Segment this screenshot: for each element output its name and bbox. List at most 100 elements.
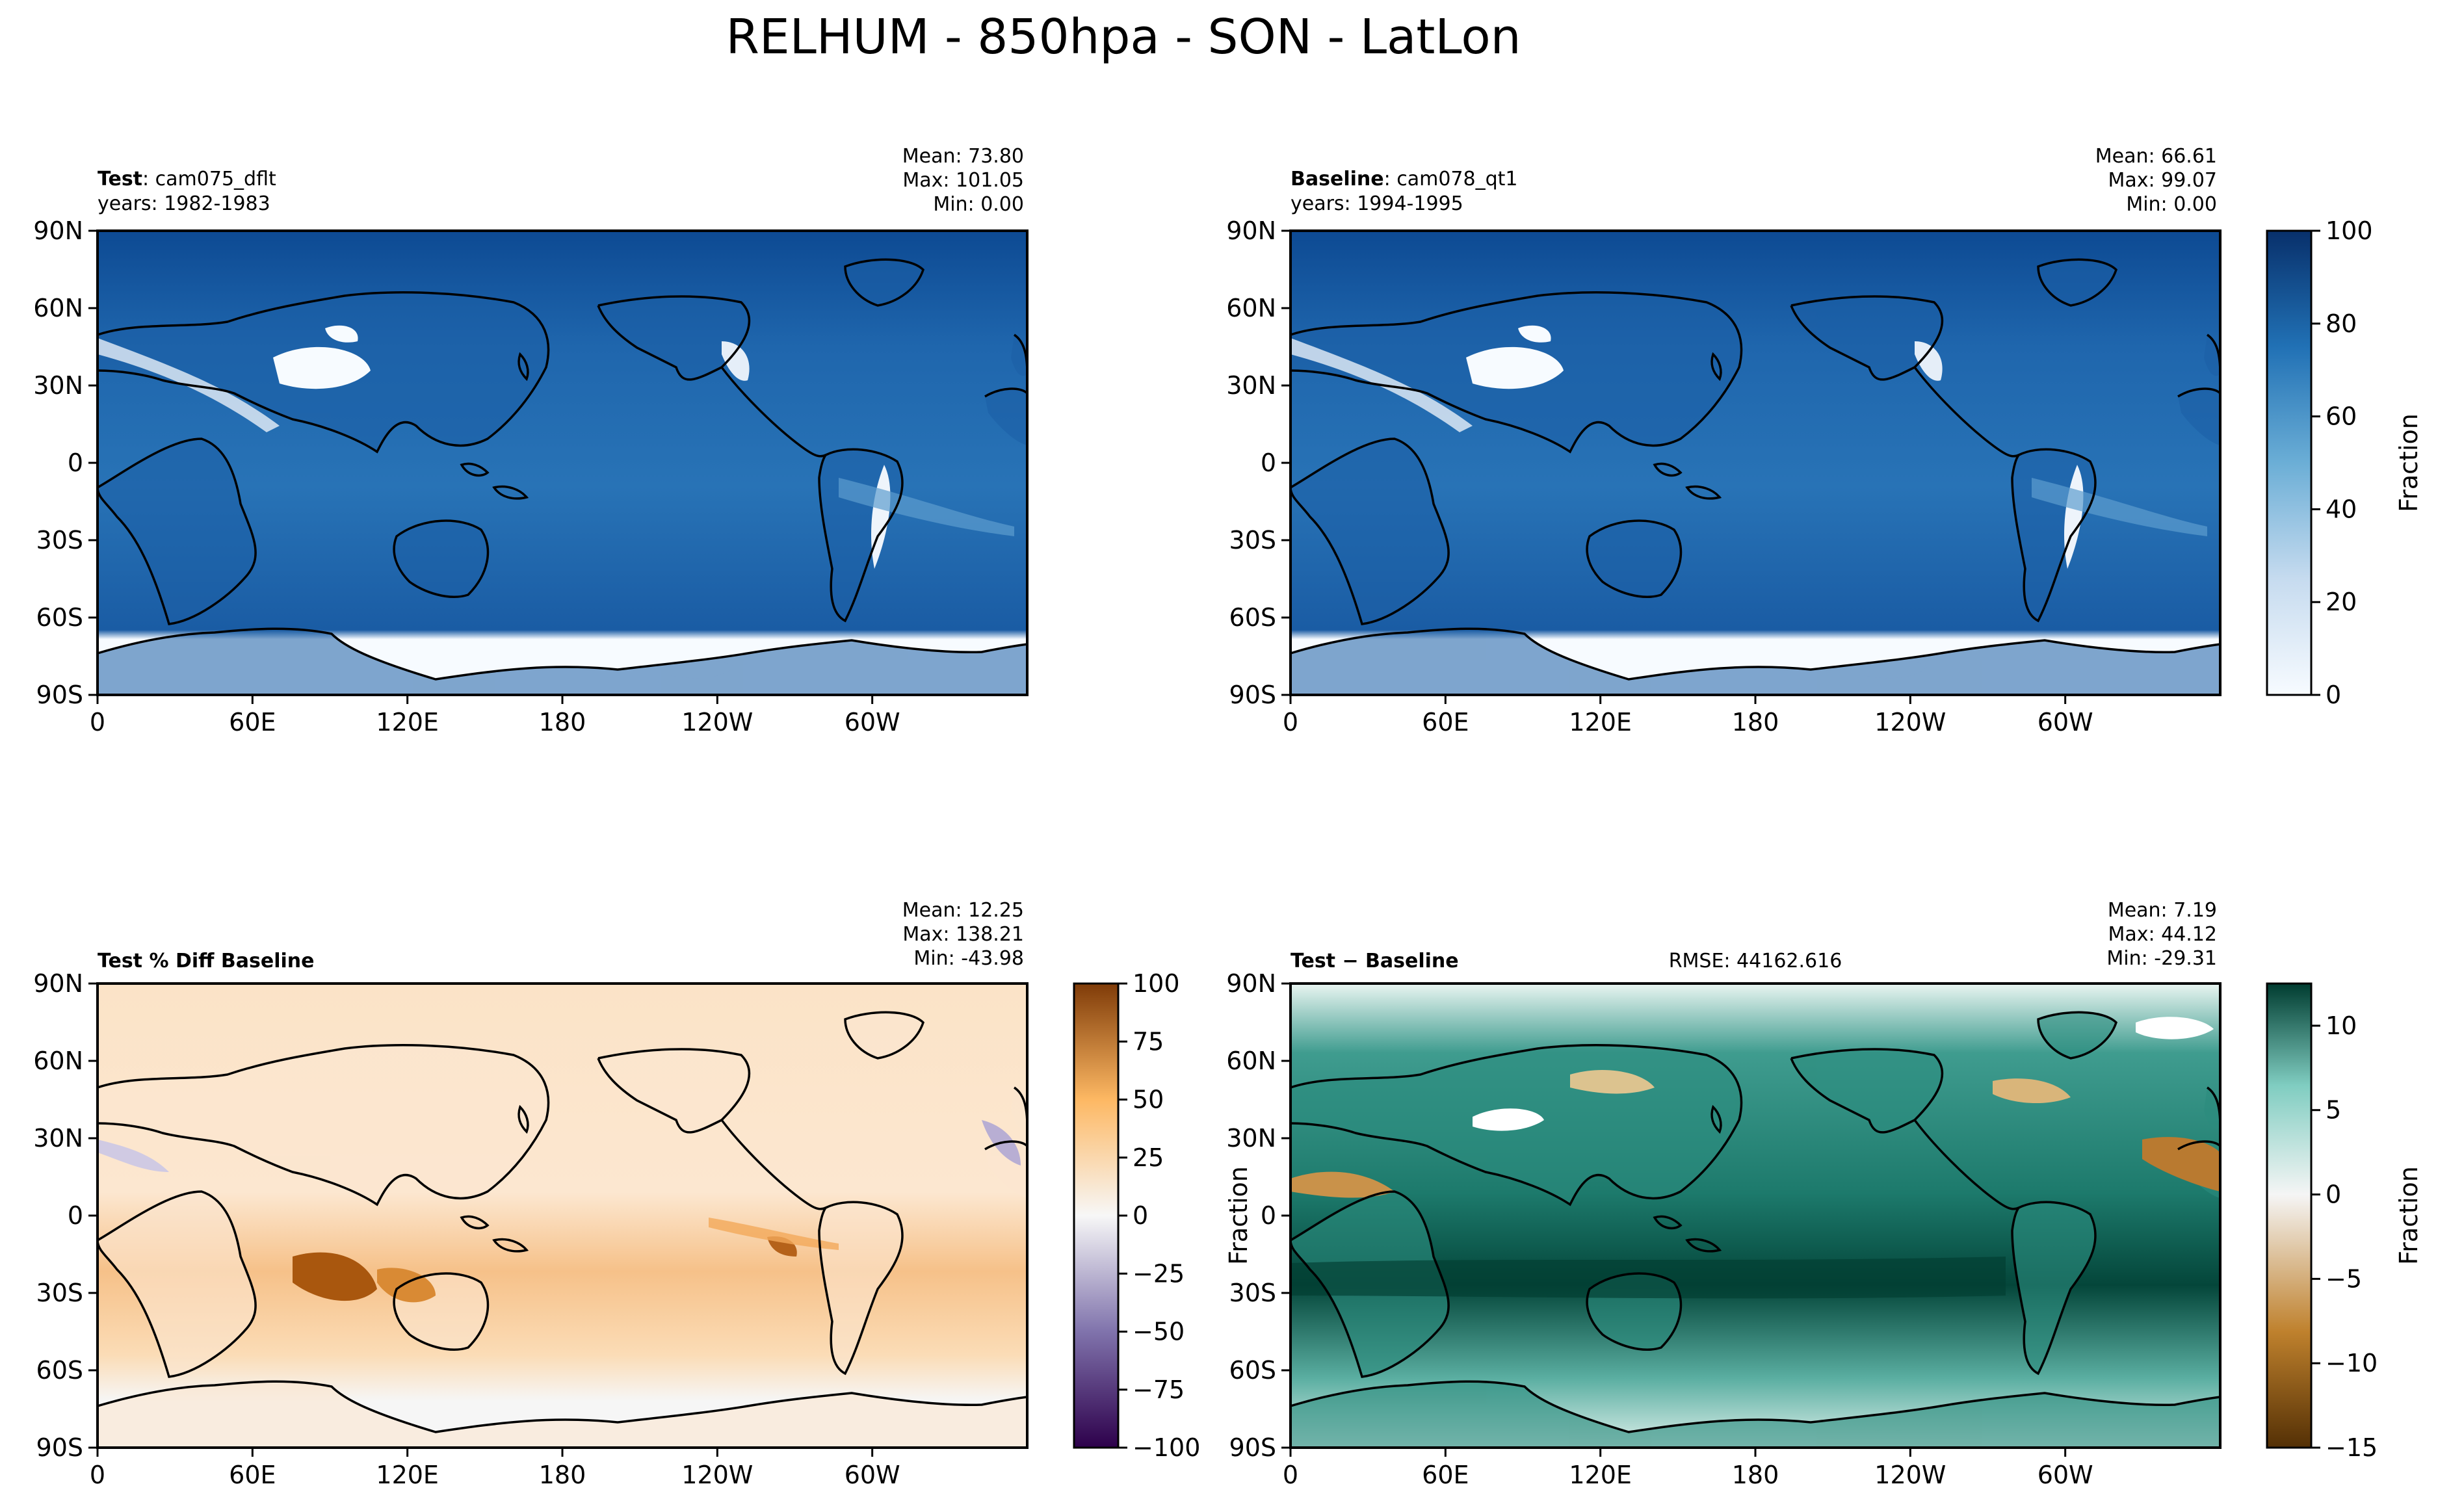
panel-test: Test: cam075_dflt years: 1982-1983 Mean:…: [33, 145, 1029, 736]
ytick-label: 60S: [1229, 603, 1276, 632]
panel-diff-ylabel: Fraction: [1224, 1166, 1253, 1265]
xtick-label: 120W: [1874, 1461, 1946, 1489]
panel-baseline-title-rest: : cam078_qt1: [1384, 168, 1518, 190]
panel-diff-max: Max: 44.12: [2108, 923, 2217, 946]
colorbar-diff-ticks: 10 5 0 −5 −10 −15: [2311, 1011, 2378, 1462]
ytick-label: 90N: [33, 969, 83, 998]
panel-diff-axes: 0 60E 120E 180 120W 60W 90N 60N 30N 0 30S 60S 90S: [1226, 969, 2093, 1489]
ytick-label: 60N: [1226, 1047, 1276, 1075]
ytick-label: 0: [1261, 1201, 1276, 1230]
xtick-label: 120E: [1569, 1461, 1632, 1489]
panel-pctdiff: Test % Diff Baseline Mean: 12.25 Max: 13…: [33, 899, 1200, 1489]
ytick-label: 0: [68, 1201, 83, 1230]
colorbar-pctdiff-ticks: 100 75 50 25 0 −25 −50 −75 −100: [1118, 969, 1200, 1462]
panel-diff: Test − Baseline RMSE: 44162.616 Mean: 7.…: [1224, 899, 2423, 1489]
panel-test-subtitle: years: 1982-1983: [98, 192, 270, 215]
colorbar-baseline: [2266, 229, 2313, 696]
xtick-label: 180: [1732, 1461, 1779, 1489]
xtick-label: 120W: [681, 1461, 753, 1489]
ytick-label: 30S: [36, 526, 83, 554]
panel-baseline: Baseline: cam078_qt1 years: 1994-1995 Me…: [1226, 145, 2423, 736]
colorbar-tick-label: 25: [1133, 1143, 1164, 1172]
colorbar-tick-label: −50: [1133, 1318, 1185, 1346]
xtick-label: 60W: [2038, 708, 2093, 736]
ytick-label: 30N: [33, 1124, 83, 1153]
colorbar-tick-label: 20: [2326, 588, 2357, 616]
colorbar-diff: [2266, 982, 2313, 1449]
panel-baseline-title-bold: Baseline: [1291, 168, 1384, 190]
colorbar-tick-label: 60: [2326, 402, 2357, 431]
panel-diff-min: Min: -29.31: [2106, 947, 2217, 970]
xtick-label: 60W: [845, 708, 900, 736]
figure-title: RELHUM - 850hpa - SON - LatLon: [726, 9, 1521, 65]
colorbar-tick-label: −25: [1133, 1259, 1185, 1288]
panel-diff-rmse: RMSE: 44162.616: [1669, 950, 1842, 972]
ytick-label: 90S: [36, 681, 83, 709]
panel-pctdiff-map: [96, 982, 1029, 1449]
xtick-label: 0: [1283, 1461, 1298, 1489]
ytick-label: 30N: [1226, 371, 1276, 400]
panel-pctdiff-max: Max: 138.21: [902, 923, 1024, 946]
panel-baseline-max: Max: 99.07: [2108, 169, 2217, 192]
colorbar-baseline-label: Fraction: [2394, 413, 2423, 512]
colorbar-pctdiff: [1073, 982, 1120, 1449]
xtick-label: 60E: [1422, 708, 1469, 736]
colorbar-tick-label: 100: [1133, 969, 1180, 998]
panel-baseline-mean: Mean: 66.61: [2095, 145, 2217, 168]
ytick-label: 90S: [1229, 1433, 1276, 1462]
panel-baseline-axes: 0 60E 120E 180 120W 60W 90N 60N 30N 0 30S 60S 90S: [1226, 216, 2093, 736]
colorbar-tick-label: 80: [2326, 309, 2357, 338]
panel-test-min: Min: 0.00: [933, 193, 1024, 216]
panel-test-axes: 0 60E 120E 180 120W 60W 90N 60N 30N 0 30S 60S 90S: [33, 216, 900, 736]
colorbar-tick-label: −5: [2326, 1264, 2362, 1293]
xtick-label: 0: [90, 1461, 105, 1489]
colorbar-tick-label: 75: [1133, 1027, 1164, 1056]
ytick-label: 90S: [36, 1433, 83, 1462]
ytick-label: 60N: [33, 294, 83, 322]
colorbar-tick-label: −15: [2326, 1433, 2378, 1462]
panel-pctdiff-axes: 0 60E 120E 180 120W 60W 90N 60N 30N 0 30S 60S 90S: [33, 969, 900, 1489]
ytick-label: 60S: [36, 603, 83, 632]
panel-test-mean: Mean: 73.80: [902, 145, 1024, 168]
xtick-label: 0: [90, 708, 105, 736]
xtick-label: 180: [1732, 708, 1779, 736]
colorbar-tick-label: 100: [2326, 216, 2373, 245]
xtick-label: 120E: [376, 708, 439, 736]
xtick-label: 60E: [229, 1461, 276, 1489]
ytick-label: 90N: [33, 216, 83, 245]
ytick-label: 30S: [1229, 526, 1276, 554]
colorbar-tick-label: −100: [1133, 1433, 1200, 1462]
xtick-label: 60W: [845, 1461, 900, 1489]
panel-diff-map: [1289, 982, 2222, 1449]
colorbar-tick-label: 50: [1133, 1086, 1164, 1114]
xtick-label: 60E: [1422, 1461, 1469, 1489]
ytick-label: 60N: [1226, 294, 1276, 322]
panel-baseline-map: [1289, 229, 2222, 696]
ytick-label: 90N: [1226, 969, 1276, 998]
xtick-label: 180: [539, 708, 586, 736]
colorbar-tick-label: 0: [1133, 1201, 1148, 1230]
colorbar-tick-label: 0: [2326, 681, 2341, 709]
xtick-label: 120W: [1874, 708, 1946, 736]
colorbar-tick-label: −75: [1133, 1375, 1185, 1404]
panel-pctdiff-title: Test % Diff Baseline: [98, 950, 315, 972]
panel-baseline-title: Baseline: cam078_qt1: [1291, 168, 1518, 190]
panel-baseline-min: Min: 0.00: [2126, 193, 2217, 216]
xtick-label: 120E: [376, 1461, 439, 1489]
panel-test-title: Test: cam075_dflt: [98, 168, 276, 190]
panel-pctdiff-mean: Mean: 12.25: [902, 899, 1024, 922]
panel-pctdiff-min: Min: -43.98: [913, 947, 1024, 970]
ytick-label: 0: [68, 449, 83, 477]
panel-test-max: Max: 101.05: [902, 169, 1024, 192]
ytick-label: 60N: [33, 1047, 83, 1075]
panel-diff-title: Test − Baseline: [1291, 950, 1459, 972]
xtick-label: 60E: [229, 708, 276, 736]
ytick-label: 60S: [1229, 1356, 1276, 1385]
ytick-label: 90S: [1229, 681, 1276, 709]
colorbar-tick-label: −10: [2326, 1349, 2378, 1377]
xtick-label: 120E: [1569, 708, 1632, 736]
ytick-label: 0: [1261, 449, 1276, 477]
ytick-label: 60S: [36, 1356, 83, 1385]
ytick-label: 30S: [36, 1279, 83, 1307]
